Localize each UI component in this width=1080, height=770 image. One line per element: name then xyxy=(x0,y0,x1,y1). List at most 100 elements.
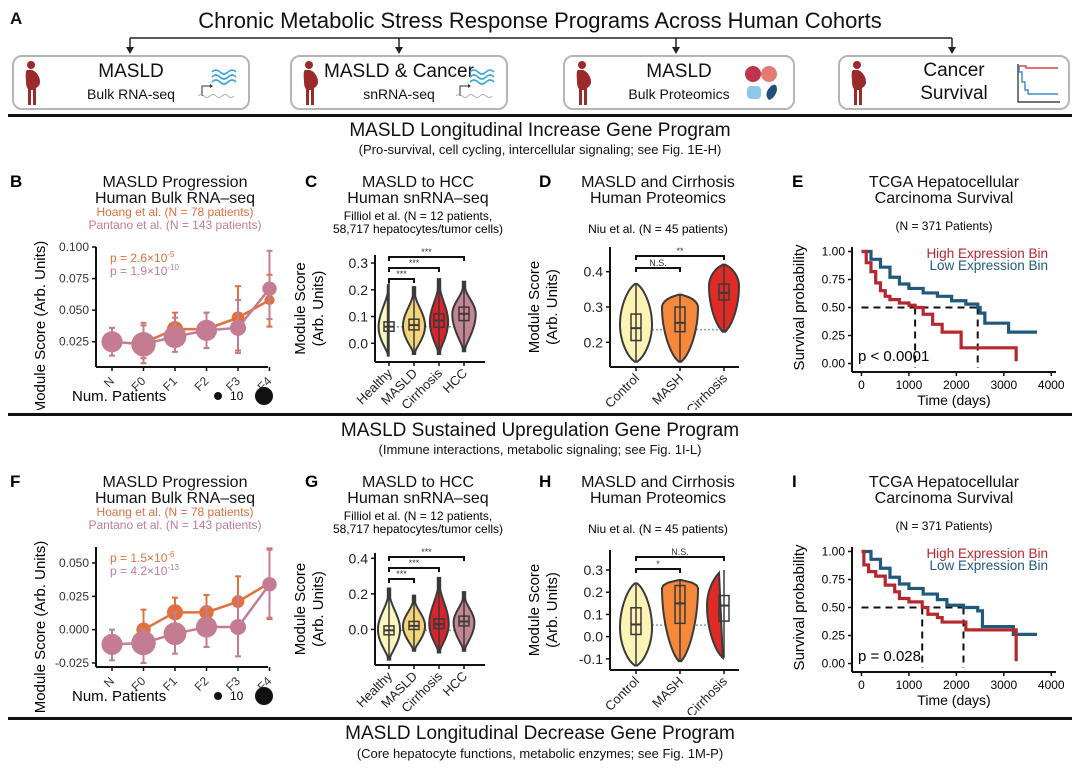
chart-title: Human Bulk RNA–seq xyxy=(95,190,255,207)
y-tick-label: 0.025 xyxy=(59,335,89,349)
y-axis-label: (Arb. Units) xyxy=(544,269,561,345)
p-value-exponent: -10 xyxy=(167,263,179,272)
section-subtitle: (Core hepatocyte functions, metabolic en… xyxy=(356,746,724,761)
y-tick-label: 0.2 xyxy=(584,584,604,600)
y-tick-label: 0.050 xyxy=(59,556,89,570)
data-point xyxy=(101,331,123,353)
section-subtitle: (Pro-survival, cell cycling, intercellul… xyxy=(358,142,722,157)
y-tick-label: 0.50 xyxy=(822,601,846,615)
y-tick-label: 0.1 xyxy=(584,606,604,622)
series-subtitle: Hoang et al. (N = 78 patients) xyxy=(96,205,253,219)
survival-curve xyxy=(861,549,1018,662)
cohort-title: Cancer xyxy=(923,60,985,81)
y-tick-label: 0.75 xyxy=(822,572,846,586)
cohort-subtitle: Bulk RNA-seq xyxy=(87,86,175,102)
y-axis-label: Module Score (Arb. Units) xyxy=(32,541,49,714)
box-iqr xyxy=(630,607,642,636)
y-tick-label: 0.2 xyxy=(349,586,369,602)
chart-subtitle: 58,717 hepatocytes/tumor cells) xyxy=(333,522,503,536)
size-legend-label: Num. Patients xyxy=(72,388,166,405)
p-value-exponent: -6 xyxy=(167,550,175,559)
data-point xyxy=(195,616,218,638)
p-value-label: p = 2.6×10-5 xyxy=(110,250,175,265)
data-point xyxy=(131,630,156,656)
significance-label: *** xyxy=(421,247,432,257)
box-iqr xyxy=(674,584,686,625)
section-divider xyxy=(8,413,1072,416)
chart-title: MASLD to HCC xyxy=(362,474,474,491)
chart-title: TCGA Hepatocellular xyxy=(869,174,1020,191)
y-tick-label: 0.3 xyxy=(349,255,369,271)
chart-title: MASLD Progression xyxy=(103,474,248,491)
x-tick-label: 3000 xyxy=(990,678,1017,692)
significance-bracket xyxy=(635,255,725,260)
y-tick-label: 0.2 xyxy=(584,334,604,350)
chart-title: Carcinoma Survival xyxy=(875,190,1014,207)
y-tick-label: 0.50 xyxy=(822,301,846,315)
x-tick-label: HCC xyxy=(440,366,471,397)
section-divider xyxy=(8,114,1072,117)
patient-icon xyxy=(851,61,866,105)
p-value-label: p < 0.0001 xyxy=(858,348,929,365)
significance-label: *** xyxy=(396,569,407,579)
x-tick-label: 2000 xyxy=(943,378,970,392)
connector-arrow xyxy=(672,38,680,54)
significance-bracket xyxy=(635,267,681,272)
data-point xyxy=(262,281,277,296)
panel-letter: I xyxy=(792,472,797,491)
x-tick-label: MASH xyxy=(649,371,686,408)
y-tick-label: 0.4 xyxy=(584,264,604,280)
y-tick-label: 0.3 xyxy=(584,562,604,578)
y-axis-label: Module Score xyxy=(292,563,309,656)
y-tick-label: 0.0 xyxy=(584,629,604,645)
size-legend-dot-small xyxy=(214,392,222,400)
chart-title: MASLD Progression xyxy=(103,174,248,191)
y-tick-label: 0.25 xyxy=(822,629,846,643)
chart-title: MASLD to HCC xyxy=(362,174,474,191)
survival-curve-icon xyxy=(1017,64,1060,103)
panel-letter: F xyxy=(10,472,20,491)
p-value-label: p = 1.5×10-6 xyxy=(110,550,175,565)
chart-subtitle: Niu et al. (N = 45 patients) xyxy=(588,522,728,536)
significance-label: N.S. xyxy=(649,258,667,268)
p-value-label: p = 1.9×10-10 xyxy=(110,263,180,278)
panel-letter: G xyxy=(305,472,318,491)
y-tick-label: 1.00 xyxy=(822,244,846,258)
significance-bracket xyxy=(388,256,465,261)
x-tick-label: 1000 xyxy=(896,678,923,692)
section-title: MASLD Longitudinal Decrease Gene Program xyxy=(345,723,735,744)
x-tick-label: Control xyxy=(602,370,642,410)
y-tick-label: 0.025 xyxy=(59,589,89,603)
y-tick-label: 0.0 xyxy=(349,335,369,351)
section-subtitle: (Immune interactions, metabolic signalin… xyxy=(378,442,702,457)
x-tick-label: F2 xyxy=(192,674,212,694)
patient-icon xyxy=(576,61,591,105)
cohort-title: MASLD xyxy=(98,61,164,82)
legend-low-expression: Low Expression Bin xyxy=(929,558,1048,573)
size-legend-value: 10 xyxy=(230,389,244,403)
series-subtitle: Pantano et al. (N = 143 patients) xyxy=(88,218,261,232)
cohort-title: MASLD xyxy=(646,61,712,82)
y-tick-label: 0.00 xyxy=(822,657,846,671)
x-tick-label: 3000 xyxy=(990,378,1017,392)
legend-high-expression: High Expression Bin xyxy=(926,546,1048,561)
y-tick-label: 0.25 xyxy=(822,329,846,343)
size-legend-value: 10 xyxy=(230,689,244,703)
x-tick-label: 4000 xyxy=(1038,678,1065,692)
chart-title: MASLD and Cirrhosis xyxy=(581,474,735,491)
panel-letter: H xyxy=(539,472,551,491)
significance-bracket xyxy=(388,556,465,561)
p-value-label: p = 4.2×10-13 xyxy=(110,563,180,578)
x-tick-label: Cirrhosis xyxy=(683,673,730,715)
y-axis-label: Survival probability xyxy=(791,544,808,670)
significance-label: *** xyxy=(409,258,420,268)
patient-icon xyxy=(303,61,318,105)
proteins-icon xyxy=(745,66,777,100)
x-tick-label: 2000 xyxy=(943,678,970,692)
x-tick-label: MASH xyxy=(649,674,686,711)
y-axis-label: Module Score (Arb. Units) xyxy=(32,241,49,410)
